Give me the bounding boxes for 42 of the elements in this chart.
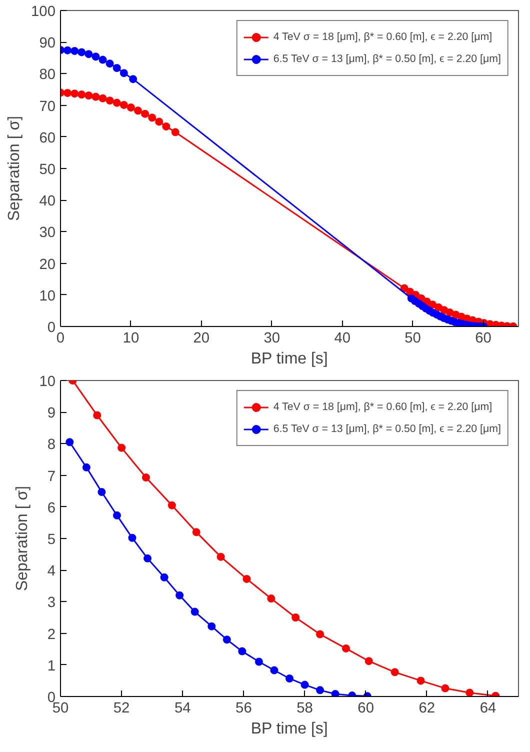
- y-axis-title: Separation [ σ]: [6, 116, 24, 222]
- x-tick-label: 40: [334, 330, 351, 346]
- y-tick-label: 70: [39, 98, 56, 115]
- y-tick-label: 6: [47, 500, 56, 516]
- x-tick-label: 62: [418, 700, 436, 716]
- x-tick-label: 54: [174, 700, 191, 716]
- x-tick-label: 50: [404, 330, 421, 346]
- y-tick-label: 30: [39, 225, 56, 242]
- x-tick-label: 60: [358, 700, 374, 716]
- y-tick-label: 90: [39, 36, 56, 52]
- y-tick-label: 80: [39, 67, 56, 84]
- y-tick-label: 7: [47, 468, 56, 485]
- legend-label: 4 TeV σ = 18 [μm], β* = 0.60 [m], ϵ = 2.20 [μm]: [273, 401, 492, 413]
- y-tick-label: 8: [47, 437, 56, 454]
- x-tick-label: 58: [296, 700, 313, 716]
- y-tick-label: 2: [47, 626, 56, 643]
- y-tick-label: 60: [39, 130, 56, 146]
- y-tick-label: 10: [39, 288, 56, 304]
- x-tick-label: 52: [113, 700, 130, 716]
- x-tick-label: 10: [122, 330, 140, 346]
- x-tick-label: 20: [193, 330, 210, 346]
- y-tick-label: 5: [47, 532, 56, 548]
- legend-label: 6.5 TeV σ = 13 [μm], β* = 0.50 [m], ϵ = 2.20 [μm]: [273, 53, 501, 65]
- y-tick-label: 20: [39, 256, 56, 273]
- y-tick-label: 1: [47, 658, 56, 674]
- x-tick-label: 60: [475, 330, 492, 346]
- y-tick-label: 100: [31, 4, 56, 20]
- y-tick-label: 0: [47, 320, 56, 336]
- y-tick-label: 50: [39, 162, 56, 178]
- x-axis-title: BP time [s]: [250, 350, 328, 368]
- y-tick-label: 4: [47, 564, 56, 580]
- x-tick-label: 30: [264, 330, 280, 346]
- x-axis-title: BP time [s]: [250, 720, 328, 738]
- x-tick-label: 64: [480, 700, 496, 716]
- x-tick-label: 56: [236, 700, 252, 716]
- y-tick-label: 3: [47, 595, 56, 612]
- legend-label: 6.5 TeV σ = 13 [μm], β* = 0.50 [m], ϵ = 2.20 [μm]: [273, 423, 501, 435]
- legend-label: 4 TeV σ = 18 [μm], β* = 0.60 [m], ϵ = 2.20 [μm]: [273, 31, 492, 43]
- y-tick-label: 40: [39, 194, 56, 210]
- y-tick-label: 10: [39, 374, 56, 390]
- y-tick-label: 9: [47, 406, 56, 422]
- y-axis-title: Separation [ σ]: [14, 486, 32, 592]
